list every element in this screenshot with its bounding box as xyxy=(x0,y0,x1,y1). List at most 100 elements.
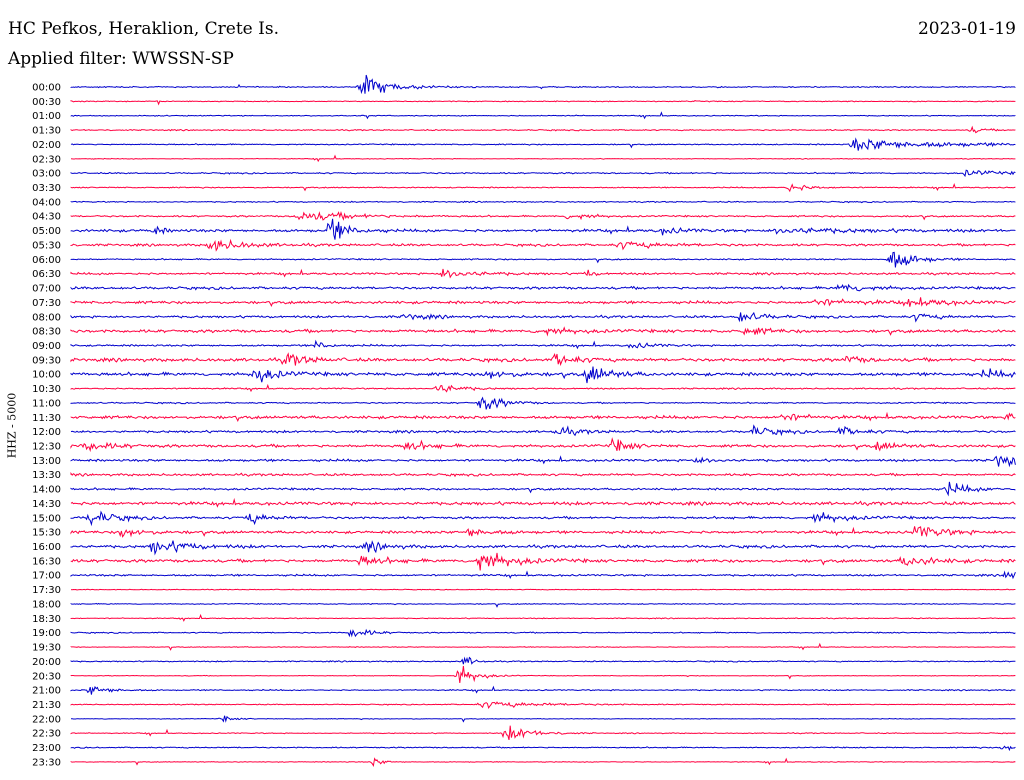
trace-row xyxy=(70,383,1016,393)
row-time-label: 01:00 xyxy=(32,111,61,122)
row-time-label: 23:30 xyxy=(32,757,61,768)
row-time-label: 00:30 xyxy=(32,97,61,108)
row-time-label: 13:00 xyxy=(32,456,61,467)
row-time-label: 11:30 xyxy=(32,413,61,424)
row-time-label: 07:00 xyxy=(32,284,61,295)
row-time-label: 22:30 xyxy=(32,729,61,740)
row-time-label: 19:30 xyxy=(32,643,61,654)
trace-row xyxy=(70,366,1016,384)
row-time-label: 08:30 xyxy=(32,327,61,338)
trace-row xyxy=(70,437,1016,453)
row-time-label: 21:00 xyxy=(32,686,61,697)
trace-row xyxy=(70,311,1016,323)
row-time-label: 14:00 xyxy=(32,485,61,496)
trace-row xyxy=(70,326,1016,337)
trace-row xyxy=(70,251,1016,268)
trace-row xyxy=(70,613,1016,622)
row-time-label: 23:00 xyxy=(32,743,61,754)
row-time-label: 15:00 xyxy=(32,513,61,524)
row-time-label: 12:30 xyxy=(32,442,61,453)
trace-row xyxy=(70,297,1016,308)
row-time-label: 08:00 xyxy=(32,312,61,323)
row-time-label: 04:00 xyxy=(32,197,61,208)
trace-row xyxy=(70,685,1016,695)
row-time-label: 21:30 xyxy=(32,700,61,711)
row-time-label: 22:00 xyxy=(32,714,61,725)
trace-row xyxy=(70,411,1016,423)
row-time-label: 02:00 xyxy=(32,140,61,151)
row-time-label: 11:00 xyxy=(32,398,61,409)
trace-row xyxy=(70,268,1016,279)
trace-row xyxy=(70,100,1016,106)
trace-row xyxy=(70,510,1016,527)
row-time-label: 15:30 xyxy=(32,528,61,539)
station-title: HC Pefkos, Heraklion, Crete Is. xyxy=(8,19,279,39)
trace-row xyxy=(70,628,1016,638)
trace-row xyxy=(70,183,1016,193)
trace-row xyxy=(70,137,1016,151)
trace-row xyxy=(70,339,1016,350)
trace-row xyxy=(70,757,1016,768)
trace-row xyxy=(70,602,1016,608)
trace-row xyxy=(70,396,1016,410)
trace-row xyxy=(70,200,1016,204)
row-time-label: 20:00 xyxy=(32,657,61,668)
trace-row xyxy=(70,111,1016,120)
row-time-label: 09:30 xyxy=(32,355,61,366)
trace-row xyxy=(70,552,1016,571)
row-time-label: 20:30 xyxy=(32,671,61,682)
trace-row xyxy=(70,540,1016,556)
row-time-label: 01:30 xyxy=(32,126,61,137)
row-time-label: 16:30 xyxy=(32,556,61,567)
row-time-label: 14:30 xyxy=(32,499,61,510)
row-time-label: 13:30 xyxy=(32,470,61,481)
trace-row xyxy=(70,352,1016,367)
trace-row xyxy=(70,526,1016,538)
trace-row xyxy=(70,218,1016,240)
trace-row xyxy=(70,745,1016,752)
trace-row xyxy=(70,642,1016,651)
filter-label: Applied filter: WWSSN-SP xyxy=(8,49,234,69)
trace-row xyxy=(70,455,1016,468)
row-time-label: 05:00 xyxy=(32,226,61,237)
row-time-label: 16:00 xyxy=(32,542,61,553)
trace-row xyxy=(70,238,1016,252)
trace-row xyxy=(70,570,1016,580)
trace-row xyxy=(70,283,1016,292)
trace-row xyxy=(70,472,1016,478)
row-time-label: 02:30 xyxy=(32,154,61,165)
row-time-label: 04:30 xyxy=(32,212,61,223)
trace-row xyxy=(70,169,1016,178)
row-time-label: 07:30 xyxy=(32,298,61,309)
trace-row xyxy=(70,424,1016,437)
record-date: 2023-01-19 xyxy=(917,19,1016,39)
row-time-label: 05:30 xyxy=(32,240,61,251)
row-time-label: 00:00 xyxy=(32,83,61,94)
row-time-label: 10:00 xyxy=(32,370,61,381)
trace-row xyxy=(70,125,1016,134)
row-time-label: 06:30 xyxy=(32,269,61,280)
row-time-label: 12:00 xyxy=(32,427,61,438)
trace-row xyxy=(70,665,1016,683)
row-time-label: 03:30 xyxy=(32,183,61,194)
row-time-label: 10:30 xyxy=(32,384,61,395)
row-time-label: 17:00 xyxy=(32,571,61,582)
row-time-label: 18:00 xyxy=(32,599,61,610)
trace-row xyxy=(70,211,1016,221)
row-time-label: 18:30 xyxy=(32,614,61,625)
trace-row xyxy=(70,154,1016,163)
row-time-label: 19:00 xyxy=(32,628,61,639)
trace-row xyxy=(70,588,1016,591)
trace-row xyxy=(70,74,1016,95)
trace-row xyxy=(70,481,1016,497)
trace-row xyxy=(70,497,1016,508)
trace-row xyxy=(71,715,1016,723)
row-time-label: 03:00 xyxy=(32,169,61,180)
row-time-label: 09:00 xyxy=(32,341,61,352)
row-time-label: 17:30 xyxy=(32,585,61,596)
trace-row xyxy=(70,656,1016,665)
trace-row xyxy=(70,701,1016,710)
trace-row xyxy=(70,725,1016,741)
